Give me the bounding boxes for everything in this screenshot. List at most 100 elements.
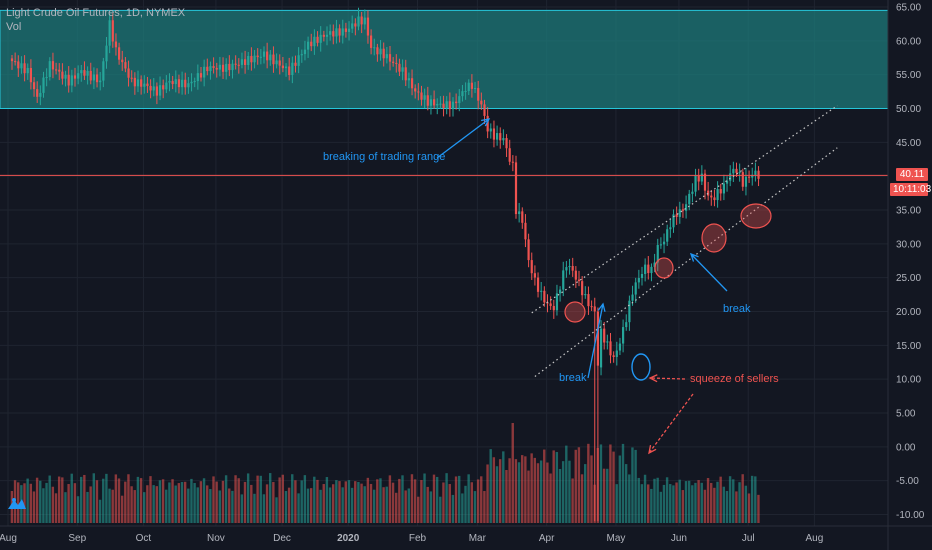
candle-body	[467, 82, 470, 91]
volume-bar	[117, 478, 121, 523]
volume-bar	[45, 482, 48, 523]
volume-bar	[174, 485, 177, 523]
volume-bar	[606, 468, 609, 523]
candle-body	[215, 67, 218, 70]
volume-bar	[130, 486, 133, 523]
candle-body	[42, 77, 45, 93]
candle-body	[17, 61, 20, 69]
volume-bar	[357, 481, 360, 523]
candle-body	[373, 47, 376, 49]
candle-body	[732, 168, 735, 174]
candle-body	[55, 69, 58, 71]
volume-bar	[76, 496, 80, 523]
candle-body	[177, 79, 181, 88]
volume-bar	[568, 460, 571, 523]
candle-body	[713, 197, 716, 201]
volume-bar	[209, 489, 212, 523]
candle-body	[303, 49, 307, 55]
volume-bar	[747, 493, 751, 523]
candle-body	[218, 64, 221, 70]
volume-bar	[640, 484, 644, 523]
volume-bar	[728, 476, 732, 523]
volume-bar	[650, 488, 653, 523]
tradingview-logo-icon[interactable]	[6, 495, 28, 511]
volume-bar	[404, 490, 407, 523]
volume-bar	[637, 477, 640, 523]
volume-bar	[609, 444, 612, 523]
candle-body	[606, 341, 609, 343]
candle-body	[64, 74, 67, 79]
volume-bar	[398, 478, 401, 523]
candle-body	[748, 176, 751, 178]
bar-countdown-tag: 10:11:03	[890, 183, 931, 196]
volume-bar	[253, 493, 256, 523]
volume-bar	[316, 479, 319, 523]
candle-body	[738, 172, 741, 174]
candle-body	[347, 28, 351, 32]
volume-bar	[391, 482, 395, 523]
volume-bar	[256, 475, 259, 523]
candle-body	[168, 81, 171, 83]
volume-bar	[39, 480, 42, 523]
volume-bar	[565, 445, 568, 523]
candle-body	[250, 55, 253, 63]
channel-upper-line[interactable]	[531, 105, 838, 314]
time-axis[interactable]: Aug Sep Oct Nov Dec 2020 Feb Mar Apr May Jun Jul Aug	[0, 525, 932, 544]
candle-body	[599, 328, 603, 368]
candle-body	[203, 66, 206, 78]
annotation-breaking-range: breaking of trading range	[323, 151, 445, 163]
trading-range-box[interactable]	[0, 9, 889, 110]
candle-body	[319, 34, 322, 43]
channel-lower-line[interactable]	[534, 147, 838, 377]
volume-bar	[508, 458, 511, 523]
volume-bar	[246, 473, 250, 523]
volume-bar	[413, 479, 417, 523]
candle-body	[757, 170, 760, 179]
candle-body	[659, 244, 662, 246]
time-tick-label: May	[606, 533, 625, 544]
volume-bar	[615, 484, 618, 523]
time-tick-label: Oct	[136, 533, 152, 544]
volume-bar	[369, 483, 373, 523]
candle-body	[237, 64, 240, 66]
volume-bar	[158, 480, 162, 523]
candle-body	[420, 92, 423, 100]
volume-bar	[473, 491, 477, 523]
volume-bar	[187, 488, 190, 523]
volume-bar	[240, 494, 244, 523]
price-axis[interactable]: 65.0060.0055.0050.0045.0040.0035.0030.00…	[887, 0, 925, 550]
candle-body	[316, 36, 319, 43]
price-tick-label: 45.00	[896, 138, 921, 149]
candle-body	[555, 293, 559, 311]
candle-body	[703, 173, 707, 191]
volume-bar	[505, 470, 508, 523]
arrow-squeeze-head	[648, 374, 658, 383]
candle-body	[385, 54, 388, 59]
candle-body	[700, 173, 703, 182]
volume-bar	[448, 484, 451, 523]
candle-body	[650, 266, 653, 274]
candle-body	[187, 83, 190, 88]
volume-bar	[464, 485, 467, 523]
volume-bar	[338, 481, 341, 523]
highlight-circle-blue	[631, 353, 651, 381]
volume-bar	[102, 478, 105, 523]
volume-bar	[385, 486, 388, 523]
candle-body	[672, 214, 675, 228]
volume-bar	[558, 468, 562, 523]
volume-bar	[549, 473, 552, 523]
price-tick-label: -5.00	[896, 476, 919, 487]
volume-label[interactable]: Vol	[6, 21, 22, 33]
candle-body	[228, 63, 231, 71]
candle-body	[524, 222, 527, 240]
symbol-title[interactable]: Light Crude Oil Futures, 1D, NYMEX	[6, 7, 186, 19]
candle-body	[181, 79, 184, 88]
candle-body	[685, 204, 688, 211]
candle-body	[518, 211, 521, 215]
candle-body	[29, 68, 32, 83]
volume-bar	[155, 486, 158, 523]
candle-body	[158, 85, 162, 96]
candle-body	[473, 88, 477, 90]
candle-body	[193, 81, 196, 83]
